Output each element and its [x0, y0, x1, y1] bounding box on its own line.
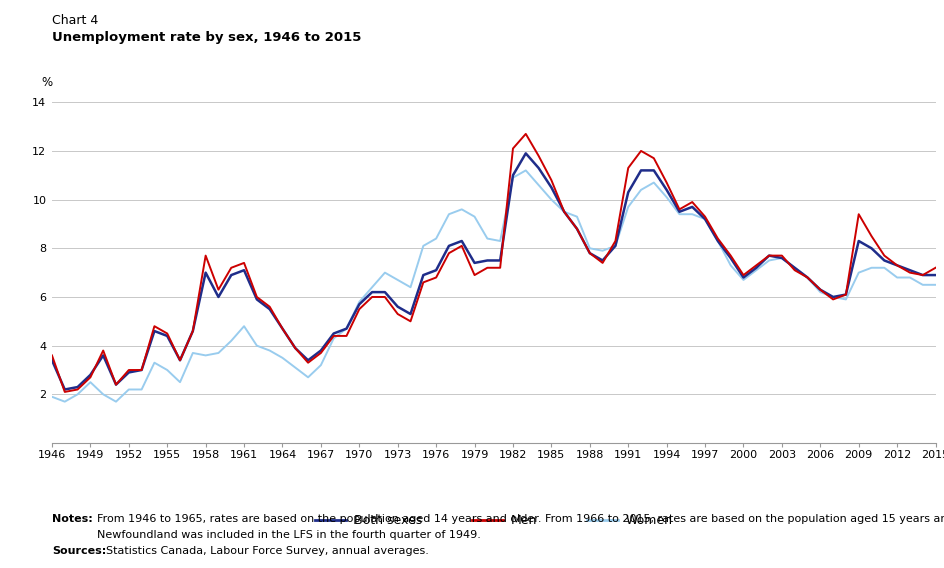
Text: Chart 4: Chart 4 [52, 14, 98, 27]
Text: Newfoundland was included in the LFS in the fourth quarter of 1949.: Newfoundland was included in the LFS in … [97, 530, 480, 540]
Text: From 1946 to 1965, rates are based on the population aged 14 years and older. Fr: From 1946 to 1965, rates are based on th… [97, 514, 944, 524]
Legend: Both sexes, Men, Women: Both sexes, Men, Women [310, 509, 677, 532]
Text: Sources:: Sources: [52, 546, 106, 556]
Text: %: % [42, 76, 53, 89]
Text: Statistics Canada, Labour Force Survey, annual averages.: Statistics Canada, Labour Force Survey, … [106, 546, 429, 556]
Text: Unemployment rate by sex, 1946 to 2015: Unemployment rate by sex, 1946 to 2015 [52, 31, 361, 44]
Text: Notes:: Notes: [52, 514, 93, 524]
